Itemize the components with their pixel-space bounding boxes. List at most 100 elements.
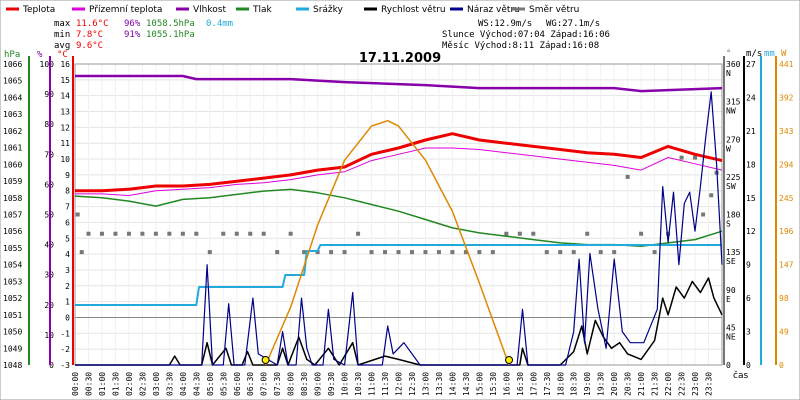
tick-label-compass: S [726, 220, 731, 229]
x-tick-label: 02:00 [125, 372, 134, 396]
wind-direction-point [625, 174, 630, 179]
wind-direction-point [356, 231, 361, 236]
tick-label-hpa: 1058 [3, 194, 22, 203]
tick-label-w: 147 [779, 261, 794, 270]
x-tick-label: 06:30 [246, 372, 255, 396]
series-radiation [264, 119, 510, 366]
wind-direction-point [99, 231, 104, 236]
tick-label-temp: 1 [65, 298, 70, 307]
tick-label-deg: 135 [726, 248, 741, 257]
tick-label-hpa: 1051 [3, 311, 22, 320]
wind-direction-point [517, 231, 522, 236]
x-tick-label: 11:00 [368, 372, 377, 396]
wind-direction-point [531, 231, 536, 236]
wind-direction-point [409, 250, 414, 255]
wind-direction-point [701, 212, 706, 217]
unit-pct: % [37, 50, 43, 60]
x-tick-label: 17:00 [529, 372, 538, 396]
tick-label-temp: 3 [65, 266, 70, 275]
x-tick-label: 09:00 [314, 372, 323, 396]
tick-label-hpa: 1063 [3, 110, 22, 119]
x-tick-label: 21:30 [651, 372, 660, 396]
tick-label-hpa: 1054 [3, 261, 22, 270]
tick-label-temp: 4 [65, 250, 70, 259]
wind-direction-point [598, 250, 603, 255]
series-ground-temperature [75, 147, 723, 196]
tick-label-compass: SW [726, 182, 736, 191]
tick-label-pct: 100 [40, 60, 55, 69]
x-tick-label: 18:00 [556, 372, 565, 396]
tick-label-deg: 315 [726, 98, 741, 107]
wind-direction-point [369, 250, 374, 255]
x-tick-label: 13:00 [421, 372, 430, 396]
right-axes: 045NE90E135SE180S225SW270W315NW360N03691… [723, 56, 794, 370]
wind-direction-point [558, 250, 563, 255]
x-tick-label: 20:30 [624, 372, 633, 396]
x-tick-label: 14:30 [462, 372, 471, 396]
legend: Teplota Přízemní teplota Vlhkost Tlak Srážky… [6, 5, 579, 15]
tick-label-pct: 0 [49, 361, 54, 370]
wind-direction-point [463, 250, 468, 255]
x-tick-label: 00:00 [71, 372, 80, 396]
tick-label-temp: 2 [65, 282, 70, 291]
wind-direction-point [248, 231, 253, 236]
tick-label-deg: 225 [726, 173, 741, 182]
wind-direction-point [544, 250, 549, 255]
sunset-marker [505, 356, 514, 364]
x-axis-label: čas [733, 370, 748, 381]
x-axis: 00:00 00:30 01:00 01:30 02:00 02:30 03:00 03:30… [71, 372, 714, 396]
x-tick-label: 23:00 [691, 372, 700, 396]
wind-direction-point [234, 231, 239, 236]
tick-label-hpa: 1060 [3, 160, 22, 169]
wind-direction-point [167, 231, 172, 236]
tick-label-hpa: 1048 [3, 361, 22, 370]
tick-label-compass: NW [726, 107, 736, 116]
unit-ms: m/s [746, 49, 762, 59]
legend-label: Přízemní teplota [89, 5, 162, 15]
tick-label-temp: 0 [65, 313, 70, 322]
wind-direction-point [612, 250, 617, 255]
tick-label-temp: -1 [60, 329, 70, 338]
tick-label-deg: 180 [726, 211, 741, 220]
wind-direction-point [302, 250, 307, 255]
wind-direction-point [652, 250, 657, 255]
sunrise-marker [261, 356, 270, 364]
x-tick-label: 01:30 [111, 372, 120, 396]
tick-label-compass: E [726, 295, 731, 304]
wind-direction-point [383, 250, 388, 255]
wind-direction-point [180, 231, 185, 236]
tick-label-hpa: 1064 [3, 93, 22, 102]
x-tick-label: 22:30 [678, 372, 687, 396]
wind-direction-point [329, 250, 334, 255]
plot-area [74, 74, 723, 366]
x-tick-label: 16:30 [516, 372, 525, 396]
tick-label-deg: 90 [726, 286, 736, 295]
wind-direction-point [342, 250, 347, 255]
stat-max-label: max [54, 19, 71, 29]
wind-direction-point [79, 250, 84, 255]
series-wind-gust [75, 91, 723, 366]
tick-label-ms: 0 [746, 361, 751, 370]
wind-direction-point [709, 193, 714, 198]
wind-direction-point [490, 250, 495, 255]
stat-min-hum: 91% [124, 30, 141, 40]
unit-mm: mm [764, 49, 775, 59]
axis-units: hPa % °C ° m/s mm W [4, 49, 787, 60]
legend-label: Náraz větru [467, 5, 520, 15]
tick-label-compass: SE [726, 257, 736, 266]
tick-label-temp: 7 [65, 203, 70, 212]
tick-label-w: 0 [779, 361, 784, 370]
x-tick-label: 19:00 [583, 372, 592, 396]
stat-ws: WS:12.9m/s [478, 19, 532, 29]
tick-label-hpa: 1053 [3, 277, 22, 286]
x-tick-label: 07:30 [273, 372, 282, 396]
x-tick-label: 04:30 [192, 372, 201, 396]
x-tick-label: 08:00 [287, 372, 296, 396]
wind-direction-point [126, 231, 131, 236]
unit-deg: ° [726, 49, 731, 59]
stat-sun: Slunce Východ:07:04 Západ:16:06 [442, 30, 610, 40]
chart-title: 17.11.2009 [359, 51, 441, 66]
x-tick-label: 10:00 [341, 372, 350, 396]
x-tick-label: 09:30 [327, 372, 336, 396]
